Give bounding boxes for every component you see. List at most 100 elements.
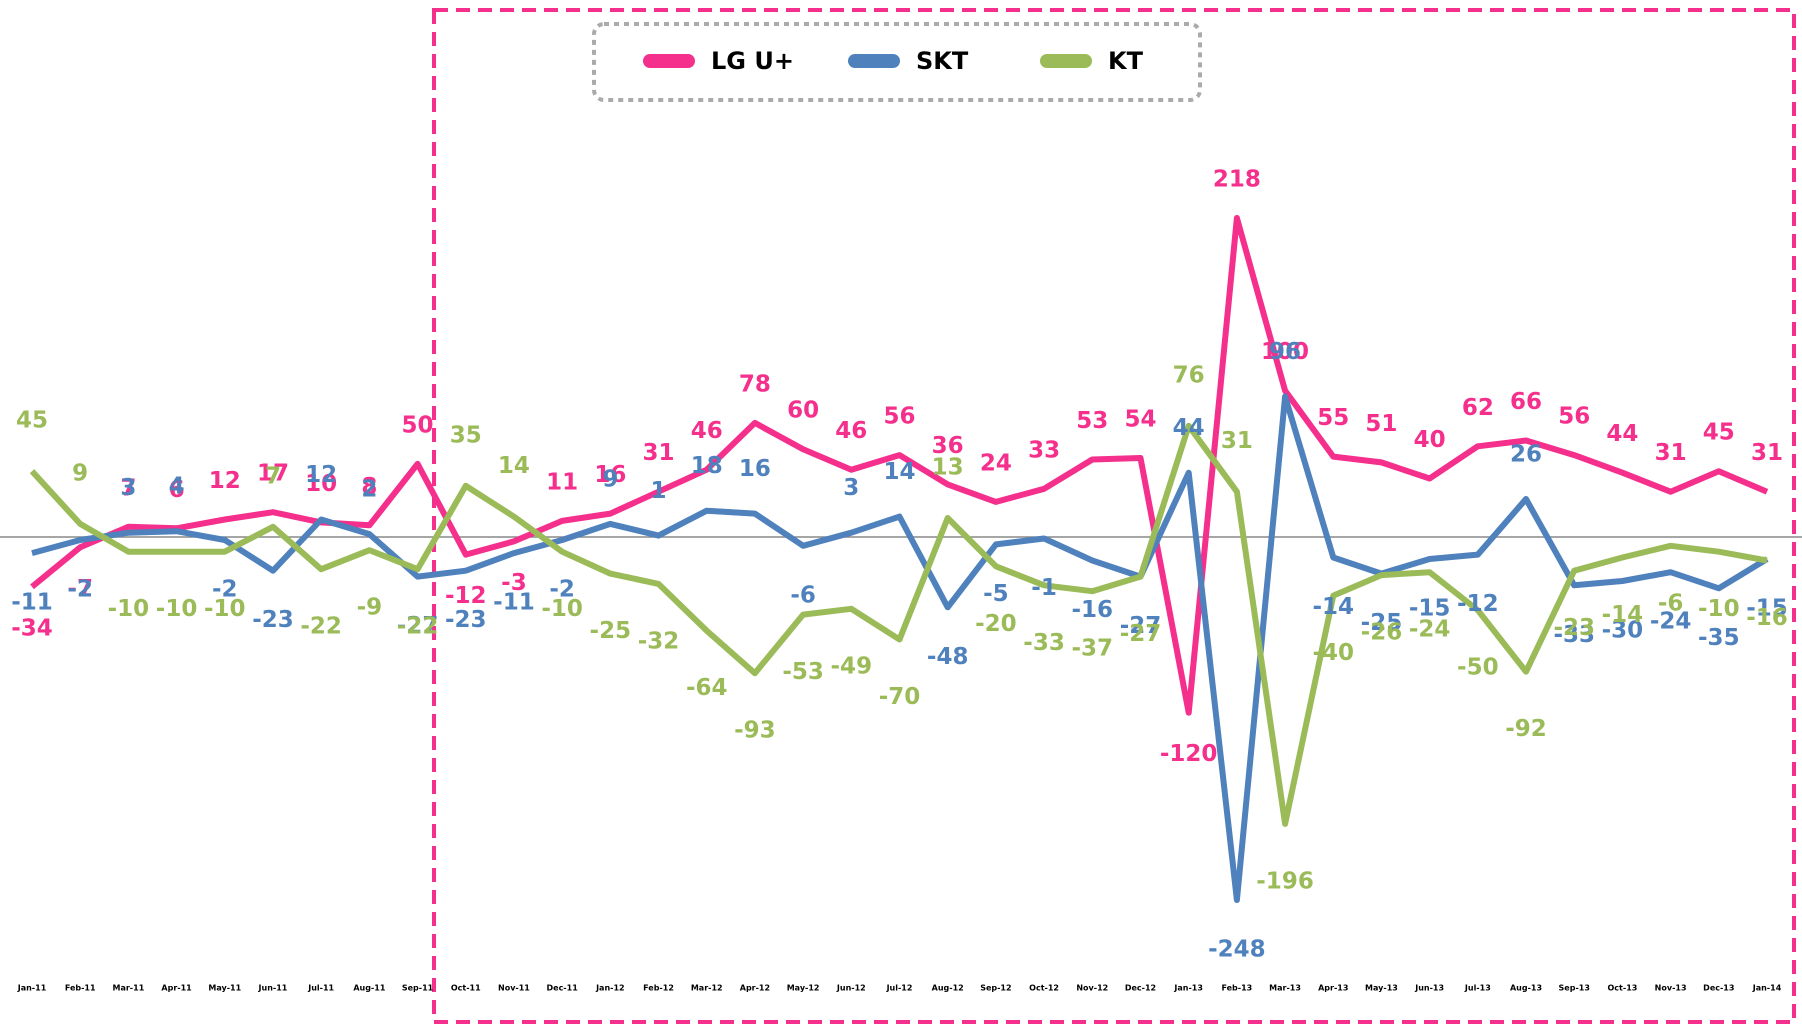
data-label: -33	[1553, 622, 1595, 648]
data-label: -92	[1505, 716, 1547, 742]
data-label: -196	[1256, 868, 1314, 894]
data-label: 26	[1510, 441, 1542, 467]
data-label: -248	[1208, 937, 1266, 963]
data-label: -120	[1160, 741, 1218, 767]
data-label: 46	[835, 418, 867, 444]
data-label: 2	[361, 477, 377, 503]
highlight-box	[432, 8, 1796, 1024]
data-label: -15	[1746, 596, 1788, 622]
data-label: 66	[1510, 389, 1542, 415]
data-label: 54	[1124, 407, 1156, 433]
data-label: -32	[638, 628, 680, 654]
data-label: -64	[686, 675, 728, 701]
data-label: -24	[1650, 609, 1692, 635]
data-label: 46	[691, 418, 723, 444]
data-label: 60	[787, 398, 819, 424]
x-tick-label: May-13	[1365, 984, 1398, 993]
data-label: -12	[1457, 591, 1499, 617]
data-label: 45	[16, 408, 48, 434]
data-label: 4	[169, 474, 185, 500]
x-tick-label: Aug-12	[932, 984, 964, 993]
x-tick-label: Aug-13	[1510, 984, 1542, 993]
data-label: -27	[1120, 613, 1162, 639]
data-label: 218	[1213, 167, 1261, 193]
data-label: -11	[493, 590, 535, 616]
x-tick-label: Dec-11	[547, 984, 579, 993]
legend-box	[592, 22, 1202, 102]
data-label: -14	[1602, 602, 1644, 628]
x-tick-label: Jan-14	[1752, 984, 1782, 993]
x-tick-label: Dec-12	[1125, 984, 1156, 993]
x-tick-label: Mar-11	[113, 984, 145, 993]
data-label: 7	[120, 475, 136, 501]
legend-swatch	[848, 54, 900, 68]
data-label: -10	[541, 596, 583, 622]
data-label: 44	[1606, 421, 1638, 447]
x-tick-label: Mar-12	[691, 984, 723, 993]
data-label: 24	[980, 450, 1012, 476]
series-line	[29, 422, 1768, 827]
data-label: 14	[883, 459, 915, 485]
legend-swatch	[1040, 54, 1092, 68]
data-label: 96	[1269, 339, 1301, 365]
data-label: -23	[445, 607, 487, 633]
data-label: 31	[643, 440, 675, 466]
legend: LG U+ SKT KT	[643, 47, 1144, 75]
data-label: 56	[883, 404, 915, 430]
x-tick-label: Jul-12	[886, 984, 913, 993]
data-label: 100	[1261, 339, 1309, 365]
data-label: -5	[983, 581, 1009, 607]
x-tick-label: Jul-11	[307, 984, 334, 993]
data-label: -50	[1457, 655, 1499, 681]
data-label: -12	[445, 583, 487, 609]
x-tick-label: Nov-13	[1655, 984, 1687, 993]
x-tick-label: Jun-11	[258, 984, 288, 993]
legend-swatch	[643, 54, 695, 68]
data-label: 8	[361, 474, 377, 500]
data-label: -16	[1071, 597, 1113, 623]
x-tick-label: Nov-12	[1076, 984, 1108, 993]
data-label: -6	[1658, 590, 1684, 616]
data-label: 44	[1173, 415, 1205, 441]
data-label: -10	[1698, 596, 1740, 622]
data-label: 31	[1221, 428, 1253, 454]
data-label: 78	[739, 371, 771, 397]
x-tick-label: May-11	[208, 984, 241, 993]
data-label: 76	[1173, 362, 1205, 388]
data-label: -37	[1071, 636, 1113, 662]
data-label: 3	[120, 475, 136, 501]
data-label: -7	[67, 576, 93, 602]
x-tick-label: Apr-11	[161, 984, 192, 993]
data-label: 16	[739, 456, 771, 482]
data-label: 17	[257, 461, 289, 487]
data-label: -27	[1120, 621, 1162, 647]
x-tick-label: Sep-11	[402, 984, 434, 993]
x-tick-label: Oct-12	[1029, 984, 1059, 993]
data-label: -10	[108, 596, 150, 622]
data-label: -25	[590, 618, 632, 644]
data-label: 1	[651, 478, 667, 504]
data-label: 53	[1076, 408, 1108, 434]
data-label: 35	[450, 422, 482, 448]
x-tick-label: Feb-12	[643, 984, 674, 993]
data-label: 55	[1317, 405, 1349, 431]
data-label: -34	[11, 615, 53, 641]
data-label: 10	[305, 471, 337, 497]
data-label: 51	[1365, 411, 1397, 437]
data-label: -9	[357, 595, 383, 621]
x-tick-label: Apr-13	[1318, 984, 1348, 993]
data-label: -1	[1031, 575, 1057, 601]
data-label: -11	[11, 590, 53, 616]
data-label: -16	[1746, 605, 1788, 631]
legend-label: SKT	[916, 47, 969, 75]
data-label: 45	[1703, 420, 1735, 446]
data-label: 31	[1751, 440, 1783, 466]
data-label: -35	[1698, 625, 1740, 651]
x-tick-label: Feb-13	[1221, 984, 1252, 993]
data-label: 62	[1462, 395, 1494, 421]
x-tick-label: Jan-13	[1173, 984, 1203, 993]
data-label: -10	[156, 596, 198, 622]
data-label: -2	[549, 576, 575, 602]
data-label: -22	[397, 614, 439, 640]
